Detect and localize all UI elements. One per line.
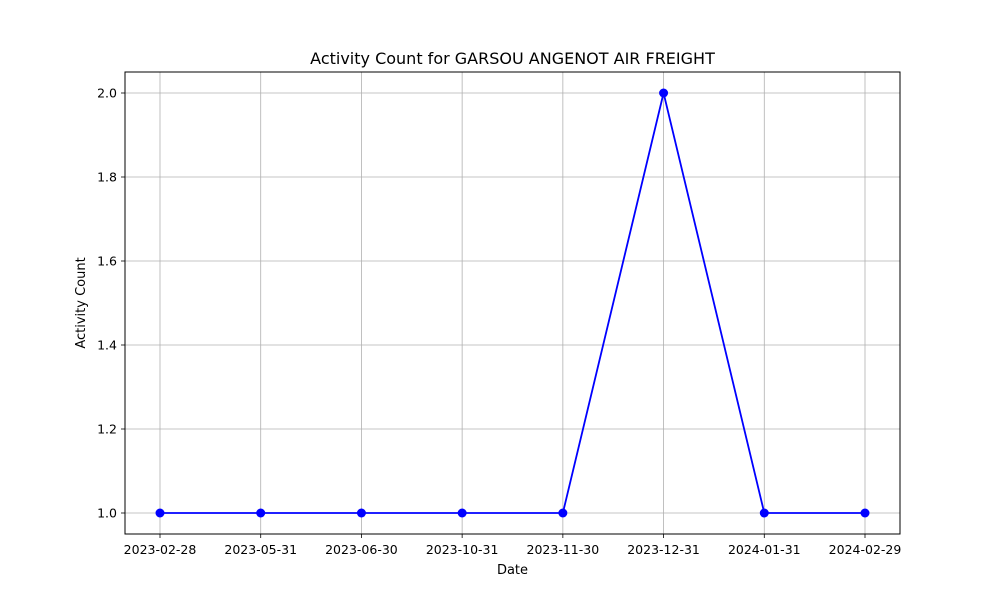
x-tick-label: 2023-05-31 <box>224 542 297 557</box>
series-line <box>160 92 865 514</box>
data-point-marker <box>659 88 669 98</box>
y-tick-label: 1.2 <box>97 422 117 437</box>
x-tick-label: 2023-12-31 <box>627 542 700 557</box>
data-point-marker <box>558 508 568 518</box>
data-point-marker <box>860 508 870 518</box>
x-axis-label: Date <box>497 563 528 578</box>
chart-title: Activity Count for GARSOU ANGENOT AIR FR… <box>310 49 715 68</box>
x-tick-label: 2023-10-31 <box>426 542 499 557</box>
data-point-marker <box>155 508 165 518</box>
data-point-marker <box>457 508 467 518</box>
plot-area-frame <box>124 71 901 535</box>
x-tick-label: 2024-01-31 <box>728 542 801 557</box>
x-tick-label: 2024-02-29 <box>829 542 902 557</box>
data-point-marker <box>356 508 366 518</box>
x-tick-label: 2023-02-28 <box>124 542 197 557</box>
y-tick-label: 1.4 <box>97 338 117 353</box>
data-point-marker <box>256 508 266 518</box>
x-tick-label: 2023-11-30 <box>527 542 600 557</box>
y-tick-label: 1.8 <box>97 170 117 185</box>
data-point-marker <box>759 508 769 518</box>
y-tick-label: 1.6 <box>97 254 117 269</box>
x-tick-label: 2023-06-30 <box>325 542 398 557</box>
y-tick-label: 1.0 <box>97 506 117 521</box>
y-tick-label: 2.0 <box>97 86 117 101</box>
y-axis-label: Activity Count <box>74 257 89 348</box>
